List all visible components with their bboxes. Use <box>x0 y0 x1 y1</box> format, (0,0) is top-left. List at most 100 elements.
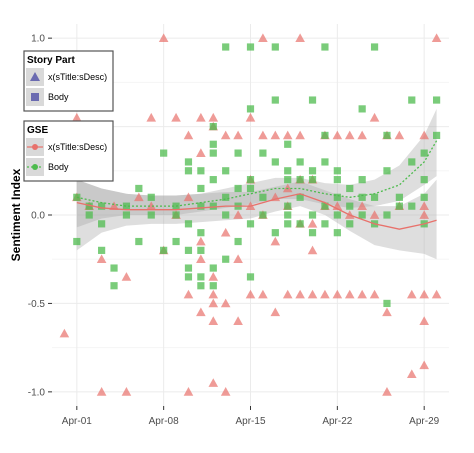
triangle-point <box>295 289 305 299</box>
triangle-point <box>258 289 268 299</box>
square-point <box>197 229 205 237</box>
triangle-point <box>406 289 417 299</box>
square-point <box>259 211 267 219</box>
square-point <box>122 202 131 210</box>
square-point <box>271 96 279 104</box>
triangle-point <box>357 201 367 210</box>
triangle-point <box>208 272 219 281</box>
triangle-point <box>258 33 268 42</box>
square-point <box>197 202 205 210</box>
square-point <box>98 220 106 228</box>
triangle-point <box>220 298 231 308</box>
triangle-point <box>419 289 429 299</box>
triangle-point <box>332 289 343 299</box>
square-point <box>222 43 230 51</box>
triangle-point <box>158 33 169 42</box>
square-point <box>383 167 391 175</box>
square-point <box>184 158 193 166</box>
square-point <box>85 211 93 219</box>
triangle-point <box>121 272 132 281</box>
triangle-point <box>196 148 206 157</box>
square-point <box>370 193 379 201</box>
triangle-point <box>109 201 119 210</box>
square-point <box>358 105 366 113</box>
square-point <box>197 246 205 254</box>
triangle-point <box>96 387 107 396</box>
square-point <box>160 246 168 254</box>
triangle-point <box>419 210 429 219</box>
square-point <box>197 273 205 281</box>
square-point <box>246 176 255 184</box>
triangle-point <box>307 219 318 228</box>
square-point <box>358 211 366 219</box>
confidence-band-0 <box>76 179 437 260</box>
square-point <box>321 220 329 228</box>
square-point <box>172 211 180 219</box>
square-point <box>321 202 329 210</box>
triangle-point <box>233 130 243 140</box>
square-point <box>222 167 230 175</box>
square-point <box>333 193 341 201</box>
square-point <box>296 193 304 201</box>
square-point <box>284 220 292 228</box>
square-point <box>420 176 428 184</box>
triangle-point <box>96 254 107 264</box>
legend-dot-icon <box>32 144 38 150</box>
square-point <box>408 158 416 166</box>
confidence-bands <box>76 108 437 260</box>
square-point <box>184 264 193 272</box>
square-point <box>234 184 242 193</box>
square-point <box>284 167 292 175</box>
square-point <box>383 299 391 308</box>
square-point <box>284 176 292 184</box>
triangle-point <box>183 130 194 140</box>
square-point <box>222 193 230 201</box>
triangle-point <box>220 387 231 396</box>
y-axis-title: Sentiment Index <box>9 168 23 261</box>
triangle-point <box>394 130 405 140</box>
square-point <box>135 184 143 193</box>
square-point <box>284 211 292 219</box>
x-tick-label: Apr-08 <box>149 416 179 427</box>
y-tick-label: 0.0 <box>31 211 45 222</box>
triangle-point <box>419 360 429 370</box>
triangle-point <box>307 289 318 299</box>
square-point <box>308 176 317 184</box>
triangle-point <box>332 130 343 140</box>
square-point <box>395 193 403 201</box>
square-point <box>197 167 205 175</box>
square-point <box>296 220 304 228</box>
square-point <box>333 176 341 184</box>
square-point <box>110 264 118 272</box>
triangle-point <box>295 130 305 140</box>
square-point <box>197 282 205 290</box>
legend-square-icon <box>31 93 39 101</box>
triangle-point <box>369 112 380 122</box>
square-point <box>358 176 366 184</box>
legend-title: GSE <box>27 125 48 136</box>
square-point <box>122 211 131 219</box>
triangle-point <box>344 289 355 299</box>
triangle-point <box>431 33 442 42</box>
triangle-point <box>183 289 194 299</box>
triangle-point <box>419 130 429 140</box>
x-tick-label: Apr-15 <box>235 416 265 427</box>
triangle-point <box>208 112 219 122</box>
square-point <box>246 273 255 281</box>
triangle-point <box>146 201 157 210</box>
triangle-point <box>171 112 181 122</box>
square-point <box>147 211 155 219</box>
square-point <box>308 211 317 219</box>
square-point <box>98 246 106 254</box>
square-point <box>333 211 341 219</box>
triangle-point <box>320 289 330 299</box>
square-point <box>234 237 242 246</box>
square-point <box>209 140 217 148</box>
triangle-point <box>357 130 367 140</box>
square-point <box>346 184 354 193</box>
square-point <box>321 43 329 51</box>
y-tick-label: -0.5 <box>28 299 46 310</box>
triangle-point <box>282 289 293 299</box>
triangle-point <box>258 130 268 140</box>
